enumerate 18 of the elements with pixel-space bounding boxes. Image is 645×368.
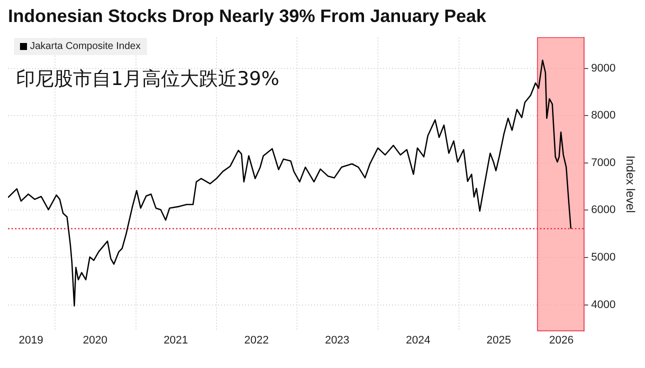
x-tick-label: 2021	[164, 334, 188, 346]
text: 印尼股市自1月高位大跌近39%	[16, 67, 280, 92]
y-tick-label: 5000	[591, 252, 616, 264]
y-tick-label: 4000	[591, 298, 616, 311]
x-tick-label: 2022	[244, 334, 269, 346]
y-tick-label: 9000	[591, 62, 616, 74]
x-tick-label: 2024	[406, 334, 430, 346]
chart-title: Indonesian Stocks Drop Nearly 39% From January Peak	[8, 6, 488, 26]
x-tick-label: 2026	[549, 334, 574, 346]
y-tick-label: 7000	[591, 156, 616, 169]
x-tick-label: 2023	[324, 334, 350, 346]
y-tick-label: 8000	[591, 110, 616, 122]
x-tick-label: 2025	[486, 334, 512, 346]
y-axis-title: Index level	[623, 156, 638, 213]
legend-label: Jakarta Composite Index	[30, 41, 141, 52]
y-tick-label: 6000	[591, 204, 616, 216]
x-tick-label: 2020	[82, 334, 108, 346]
x-tick-label: 2019	[18, 334, 44, 346]
